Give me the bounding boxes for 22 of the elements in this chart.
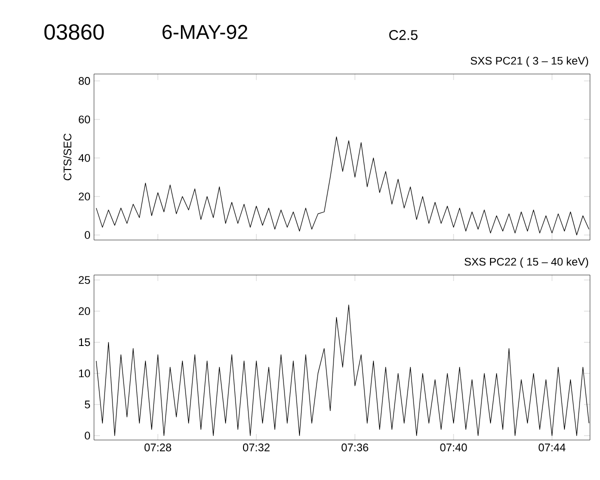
y-tick-label: 15 bbox=[79, 338, 90, 346]
text: 03860 bbox=[44, 24, 104, 40]
text: 6-MAY-92 bbox=[162, 24, 248, 40]
x-tick-label: 07:40 bbox=[440, 444, 467, 452]
x-tick-label: 07:44 bbox=[538, 444, 566, 452]
x-tick-label: 07:28 bbox=[144, 444, 172, 452]
y-tick-label: 10 bbox=[79, 370, 90, 378]
y-tick-label: 40 bbox=[78, 154, 90, 162]
y-tick-label: 25 bbox=[78, 276, 90, 284]
chart-title: SXS PC21 ( 3 – 15 keV) bbox=[470, 56, 588, 67]
y-tick-label: 20 bbox=[78, 192, 90, 200]
y-tick-label: 80 bbox=[78, 77, 90, 85]
y-axis-title: CTS/SEC bbox=[63, 134, 72, 180]
chart-title: SXS PC22 ( 15 – 40 keV) bbox=[464, 258, 588, 268]
x-tick-label: 07:32 bbox=[242, 444, 270, 452]
y-tick-label: 20 bbox=[78, 307, 90, 316]
text: C2.5 bbox=[389, 30, 418, 40]
y-tick-label: 60 bbox=[78, 116, 90, 124]
y-tick-label: 0 bbox=[84, 231, 90, 239]
y-tick-label: 5 bbox=[84, 400, 90, 408]
x-tick-label: 07:36 bbox=[342, 444, 368, 452]
y-tick-label: 0 bbox=[84, 432, 90, 440]
